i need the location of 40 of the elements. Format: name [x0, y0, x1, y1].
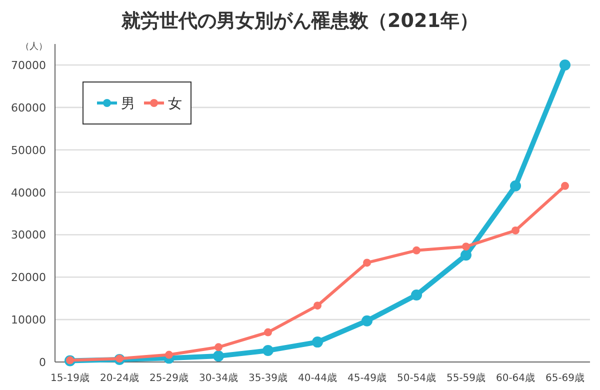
point [165, 350, 173, 359]
point [264, 328, 272, 336]
point [460, 250, 472, 261]
y-tick-label: 40000 [11, 186, 46, 200]
y-axis-title: （人） [20, 41, 48, 52]
x-tick-label: 45-49歳 [347, 372, 387, 384]
y-tick-label: 30000 [11, 228, 46, 242]
chart-title: 就労世代の男女別がん罹患数（2021年） [120, 10, 478, 32]
point [411, 289, 422, 300]
x-tick-label: 25-29歳 [149, 372, 189, 384]
point [213, 350, 224, 362]
point [412, 246, 420, 254]
point [312, 336, 323, 348]
point [362, 315, 372, 326]
point [262, 345, 274, 356]
point [560, 60, 570, 70]
y-tick-label: 0 [39, 356, 46, 369]
y-tick-label: 20000 [11, 271, 46, 284]
x-tick-label: 60-64歳 [496, 372, 536, 384]
point [363, 258, 371, 267]
x-tick-label: 30-34歳 [198, 372, 238, 384]
legend-label: 男 [121, 96, 135, 112]
y-tick-label: 50000 [11, 144, 46, 157]
x-tick-label: 35-39歳 [248, 372, 288, 384]
y-tick-label: 10000 [11, 314, 46, 327]
y-tick-label: 70000 [11, 59, 46, 72]
point [462, 242, 470, 251]
point [314, 302, 322, 310]
point [512, 226, 520, 234]
x-tick-label: 50-54歳 [396, 372, 436, 384]
x-tick-label: 65-69歳 [545, 372, 585, 384]
x-tick-label: 40-44歳 [298, 372, 338, 384]
point [510, 180, 521, 192]
x-tick-label: 55-59歳 [446, 372, 486, 384]
legend-label: 女 [168, 96, 182, 112]
x-tick-label: 20-24歳 [100, 372, 140, 384]
x-tick-label: 15-19歳 [50, 372, 90, 384]
point [561, 182, 569, 190]
point [214, 343, 222, 352]
y-tick-label: 60000 [11, 101, 46, 114]
